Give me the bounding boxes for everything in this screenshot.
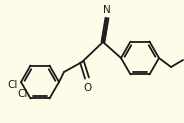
Text: Cl: Cl (8, 80, 18, 90)
Text: N: N (103, 5, 111, 15)
Text: Cl: Cl (17, 89, 27, 100)
Text: O: O (83, 83, 91, 93)
